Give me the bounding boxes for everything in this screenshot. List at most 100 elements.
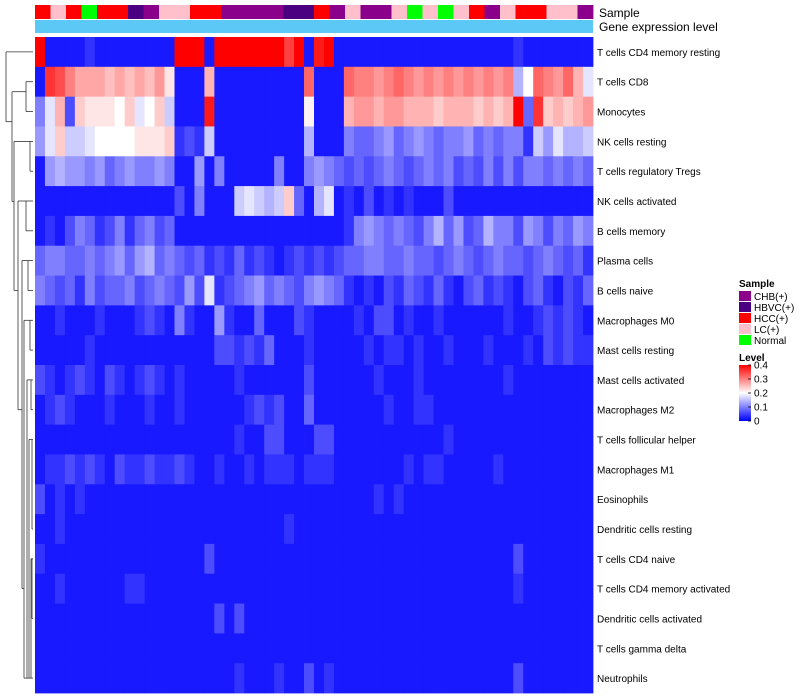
heatmap-cell [363,156,375,187]
heatmap-cell [35,335,46,366]
heatmap-cell [264,335,275,366]
heatmap-cell [264,543,275,575]
heatmap-cell [483,305,494,336]
heatmap-cell [134,663,145,694]
heatmap-cell [124,573,136,604]
heatmap-cell [443,543,454,575]
heatmap-cell [483,394,494,426]
heatmap-cell [533,603,544,634]
heatmap-cell [373,573,385,604]
heatmap-cell [184,484,195,515]
heatmap-cell [583,484,594,515]
heatmap-cell [493,156,504,187]
heatmap-cell [373,514,385,545]
heatmap-cell [214,663,225,694]
heatmap-cell [44,484,56,515]
heatmap-cell [573,215,584,247]
heatmap-cell [124,543,136,575]
heatmap-cell [423,663,434,694]
heatmap-cell [473,514,484,545]
heatmap-cell [563,66,574,98]
heatmap-cell [54,37,66,68]
heatmap-cell [64,37,76,68]
heatmap-cell [134,365,145,396]
heatmap-cell [473,186,484,217]
heatmap-cell [553,454,564,485]
sample-annotation-cell [391,5,408,19]
heatmap-cells [35,37,594,694]
heatmap-cell [104,156,116,187]
heatmap-cell [284,543,295,575]
heatmap-cell [583,454,594,485]
heatmap-cell [44,215,56,247]
heatmap-cell [164,543,175,575]
heatmap-cell [54,394,66,426]
heatmap-cell [114,454,126,485]
heatmap-cell [124,633,136,664]
heatmap-cell [393,603,405,634]
heatmap-cell [244,543,255,575]
heatmap-cell [383,514,395,545]
heatmap-cell [393,245,405,276]
heatmap-cell [533,424,544,455]
heatmap-cell [383,305,395,336]
sample-legend-label: CHB(+) [754,292,788,303]
heatmap-cell [124,454,136,485]
heatmap-cell [74,186,86,217]
sample-annotation-cell [174,5,191,19]
sample-legend-swatch [739,335,751,345]
heatmap-cell [94,424,106,455]
heatmap-cell [294,365,305,396]
heatmap-cell [234,484,245,515]
heatmap-cell [184,96,195,127]
heatmap-cell [573,424,584,455]
heatmap-cell [343,96,355,127]
heatmap-cell [543,633,554,664]
heatmap-cell [154,454,165,485]
heatmap-cell [154,603,165,634]
heatmap-cell [563,484,574,515]
sample-annotation-cell [422,5,439,19]
heatmap-cell [463,126,474,157]
heatmap-cell [134,543,145,575]
heatmap-cell [443,514,454,545]
heatmap-cell [284,37,295,68]
heatmap-cell [35,543,46,575]
heatmap-cell [94,365,106,396]
heatmap-cell [234,603,245,634]
heatmap-cell [443,275,454,306]
heatmap-cell [54,484,66,515]
heatmap-cell [254,573,265,604]
heatmap-cell [513,454,524,485]
heatmap-cell [35,275,46,306]
heatmap-cell [35,394,46,426]
heatmap-cell [353,215,365,247]
heatmap-cell [274,633,285,664]
heatmap-cell [473,245,484,276]
heatmap-cell [84,186,96,217]
heatmap-cell [35,633,46,664]
heatmap-cell [204,335,215,366]
heatmap-cell [294,543,305,575]
heatmap-cell [224,215,235,247]
heatmap-cell [134,275,145,306]
heatmap-cell [333,394,345,426]
sample-annotation-cell [236,5,253,19]
heatmap-cell [463,275,474,306]
heatmap-cell [403,365,415,396]
heatmap-cell [274,37,285,68]
heatmap-cell [553,514,564,545]
heatmap-cell [204,633,215,664]
heatmap-cell [473,394,484,426]
heatmap-cell [44,245,56,276]
heatmap-cell [373,126,385,157]
heatmap-cell [563,663,574,694]
heatmap-cell [333,126,345,157]
heatmap-cell [64,454,76,485]
heatmap-cell [194,126,205,157]
heatmap-cell [154,663,165,694]
heatmap-cell [433,245,444,276]
heatmap-cell [314,126,325,157]
heatmap-cell [513,245,524,276]
heatmap-cell [44,543,56,575]
